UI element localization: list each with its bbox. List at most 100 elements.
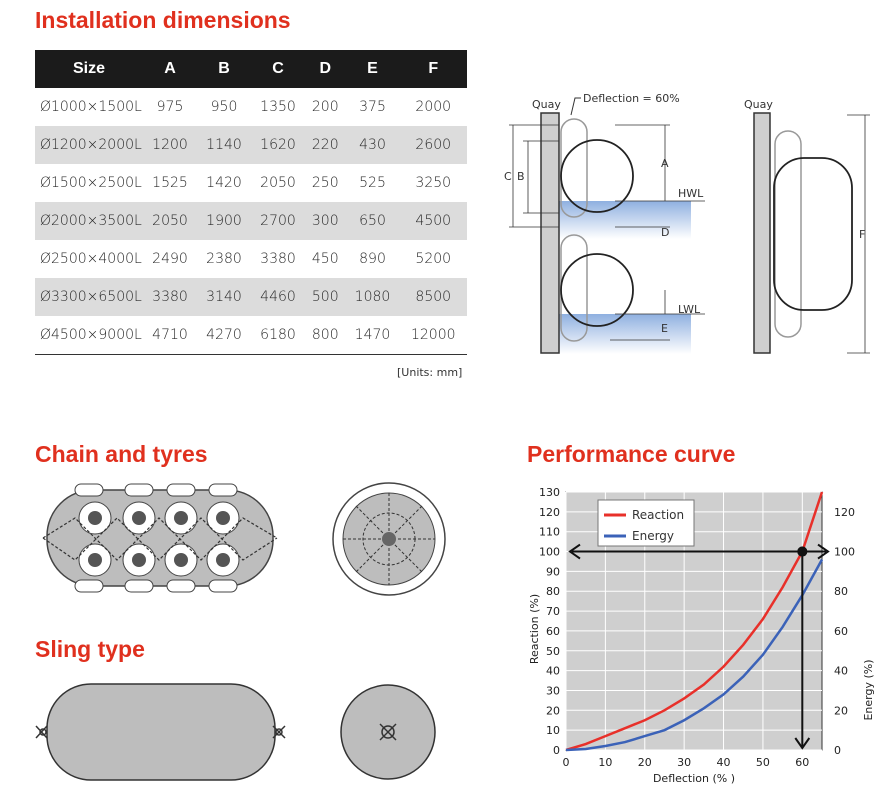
deflection-label: Deflection = 60% [583,92,680,105]
table-cell: 2380 [206,251,242,267]
column-header: E [345,50,400,88]
table-cell: Ø1000×1500L [40,99,142,115]
x-tick-label: 40 [717,756,731,769]
table-cell: 3380 [143,278,197,316]
legend-box [597,499,695,547]
table-cell: 450 [311,251,339,267]
hwl-label: HWL [678,187,704,200]
table-cell: 950 [210,99,238,115]
y-tick-label: 90 [546,565,560,578]
table-cell: 3380 [260,251,296,267]
sling-type-heading: Sling type [35,636,145,662]
table-cell: 1620 [251,126,305,164]
table-cell: Ø3300×6500L [35,278,143,316]
dim-a-label: A [661,157,669,170]
table-cell: 2050 [260,175,296,191]
column-header: C [251,50,305,88]
dim-c-label: C [504,170,512,183]
x-tick-label: 60 [795,756,809,769]
legend-label-energy: Energy [632,529,674,543]
x-tick-label: 0 [563,756,570,769]
chain-tyres-end-illustration [332,482,446,596]
dim-f-label: F [859,228,865,241]
table-cell: 975 [156,99,184,115]
table-row: Ø4500×9000L 4710 4270 6180 800 1470 12000 [35,316,467,355]
y-tick-label: 30 [546,684,560,697]
y-tick-label: 110 [539,526,560,539]
table-cell: 1200 [143,126,197,164]
y-tick-label: 80 [546,585,560,598]
column-header: D [305,50,346,88]
deflection-leader [570,97,581,116]
arrow-head-left [568,543,581,560]
table-cell: 1900 [197,202,251,240]
y-tick-label: 20 [546,704,560,717]
table-cell: 220 [305,126,346,164]
table-cell: 4500 [399,202,467,240]
data-marker [797,546,808,557]
arrow-head-right [817,543,830,560]
table-cell: 1525 [152,175,188,191]
table-row: Ø2500×4000L 2490 2380 3380 450 890 5200 [35,240,467,278]
table-cell: 500 [305,278,346,316]
table-cell: 1140 [197,126,251,164]
quay-label-left: Quay [532,98,561,111]
y-right-tick-label: 20 [834,704,848,717]
sling-side-illustration [35,683,286,781]
table-row: Ø1200×2000L 1200 1140 1620 220 430 2600 [35,126,467,164]
y-tick-label: 130 [539,486,560,499]
table-cell: Ø1200×2000L [35,126,143,164]
quay-label-right: Quay [744,98,773,111]
table-cell: 6180 [251,316,305,355]
y-right-tick-label: 80 [834,585,848,598]
table-cell: 2700 [251,202,305,240]
table-cell: Ø2000×3500L [35,202,143,240]
y-right-tick-label: 120 [834,506,855,519]
table-row: Ø3300×6500L 3380 3140 4460 500 1080 8500 [35,278,467,316]
chain-and-tyres-heading: Chain and tyres [35,441,208,467]
table-cell: 2600 [399,126,467,164]
table-cell: 1420 [206,175,242,191]
arrow-head-down [794,737,811,750]
column-header: Size [35,50,143,88]
table-cell: 890 [359,251,386,267]
lwl-water [551,314,691,354]
table-cell: 3140 [197,278,251,316]
table-cell: 250 [311,175,339,191]
column-header: B [197,50,251,88]
column-header: F [399,50,467,88]
fender-outline-right [774,130,802,338]
table-row: Ø1000×1500L 975 950 1350 200 375 2000 [35,88,467,126]
dim-d-label: D [661,226,669,239]
y-tick-label: 70 [546,605,560,618]
dim-b-label: B [517,170,525,183]
y-tick-label: 50 [546,645,560,658]
table-cell: 375 [359,99,386,115]
dimensions-table: Size A B C D E F Ø1000×1500L 975 950 1350 20… [35,50,467,355]
chain-tyres-side-illustration [42,483,278,593]
y-tick-label: 100 [539,546,560,559]
table-cell: 8500 [399,278,467,316]
x-tick-label: 50 [756,756,770,769]
table-cell: 5200 [415,251,452,267]
table-cell: 3250 [415,175,452,191]
table-row: Ø1500×2500L 1525 1420 2050 250 525 3250 [35,164,467,202]
legend-label-reaction: Reaction [632,508,684,522]
table-cell: 200 [311,99,339,115]
y-axis-label-left: Reaction (%) [528,594,541,664]
table-cell: Ø4500×9000L [35,316,143,355]
table-cell: 650 [345,202,400,240]
column-header: A [143,50,197,88]
table-row: Ø2000×3500L 2050 1900 2700 300 650 4500 [35,202,467,240]
installation-diagram: Quay Deflection = 60% C B A HWL D LWL E … [504,92,870,354]
series-line-reaction [565,491,824,752]
table-cell: 1080 [345,278,400,316]
table-cell: 12000 [399,316,467,355]
lwl-label: LWL [678,303,701,316]
x-tick-label: 30 [677,756,691,769]
units-note: [Units: mm] [397,366,463,379]
y-tick-label: 60 [546,625,560,638]
table-cell: 1350 [260,99,296,115]
table-cell: Ø2500×4000L [40,251,142,267]
hwl-water [551,201,691,239]
